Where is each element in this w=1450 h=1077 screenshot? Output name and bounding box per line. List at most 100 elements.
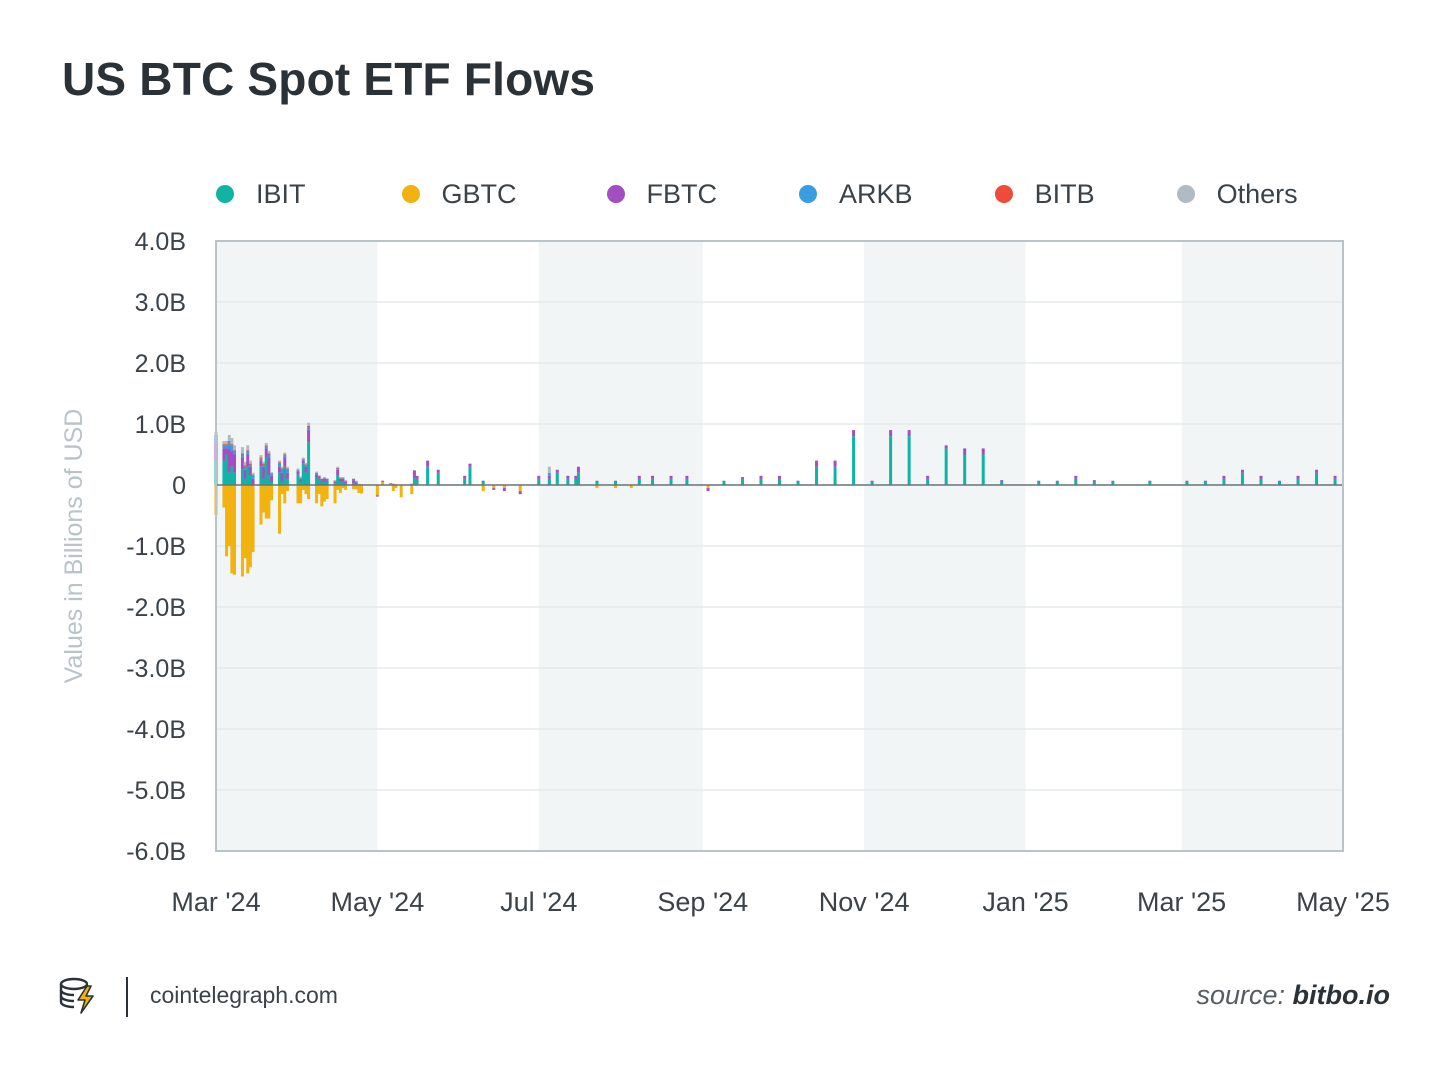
bar-segment-arkb [304, 464, 308, 467]
bar-segment-fbtc [338, 478, 342, 482]
bar-segment-others [233, 445, 237, 451]
bar-segment-gbtc [399, 485, 403, 498]
bar-segment-ibit [651, 478, 655, 485]
bar-segment-others [325, 478, 329, 479]
bar-segment-ibit [225, 454, 229, 485]
bar-segment-bitb [354, 481, 358, 482]
bar-segment-arkb [270, 474, 274, 476]
bar-segment-others [270, 472, 274, 474]
bar-segment-fbtc [246, 454, 250, 467]
bar-segment-others [259, 455, 263, 458]
bar-segment-ibit [907, 436, 911, 485]
bar-segment-gbtc [304, 485, 308, 495]
bar-segment-bitb [325, 478, 329, 480]
bar-segment-arkb [301, 459, 305, 461]
bar-segment-fbtc [1185, 480, 1189, 482]
bar-segment-ibit [778, 478, 781, 485]
bar-segment-ibit [436, 472, 440, 485]
legend-item-fbtc[interactable]: FBTC [606, 179, 717, 210]
bar-segment-bitb [315, 472, 319, 474]
bar-segment-arkb [267, 454, 271, 458]
bar-segment-ibit [412, 478, 416, 485]
bar-segment-fbtc [283, 457, 287, 467]
bar-segment-ibit [264, 457, 268, 485]
bar-segment-others [333, 480, 337, 481]
bar-segment-fbtc [926, 475, 930, 479]
bar-segment-bitb [264, 445, 268, 447]
bar-segment-gbtc [259, 485, 263, 525]
bar-segment-gbtc [336, 485, 340, 490]
bar-segment-gbtc [410, 485, 414, 495]
bar-segment-fbtc [502, 488, 506, 492]
y-tick-label: -5.0B [126, 777, 186, 805]
legend-item-gbtc[interactable]: GBTC [401, 179, 517, 210]
bar-segment-arkb [333, 481, 337, 482]
bar-segment-ibit [1111, 481, 1115, 485]
bar-segment-bitb [246, 450, 250, 452]
bar-segment-bitb [248, 463, 252, 465]
y-tick-label: 2.0B [135, 350, 186, 378]
bar-segment-fbtc [566, 475, 570, 479]
bar-segment-fbtc [1092, 480, 1096, 482]
bar-segment-gbtc [354, 485, 358, 490]
bar-segment-gbtc [502, 485, 506, 489]
legend-item-others[interactable]: Others [1176, 179, 1298, 210]
legend-item-bitb[interactable]: BITB [994, 179, 1095, 210]
bar-segment-bitb [301, 458, 305, 460]
bar-segment-fbtc [280, 472, 284, 482]
bar-segment-ibit [759, 478, 763, 485]
source-name[interactable]: bitbo.io [1292, 980, 1390, 1010]
bar-segment-gbtc [394, 485, 398, 489]
legend-item-arkb[interactable]: ARKB [799, 179, 913, 210]
bar-segment-ibit [926, 478, 930, 485]
bar-segment-ibit [1037, 481, 1041, 485]
bar-segment-bitb [344, 480, 348, 482]
bar-segment-fbtc [468, 463, 472, 467]
bar-segment-ibit [222, 460, 226, 485]
bar-segment-fbtc [815, 460, 819, 467]
bar-segment-bitb [233, 450, 237, 452]
bar-segment-gbtc [381, 481, 385, 485]
bar-segment-ibit [1240, 472, 1244, 485]
bar-segment-fbtc [333, 481, 337, 484]
bar-segment-ibit [852, 436, 856, 485]
bar-segment-arkb [317, 476, 321, 478]
bar-segment-others [304, 463, 308, 465]
bar-segment-gbtc [243, 485, 247, 559]
bar-segment-fbtc [778, 475, 781, 479]
bar-segment-fbtc [222, 448, 226, 461]
bar-segment-bitb [230, 444, 234, 446]
bar-segment-fbtc [481, 480, 485, 482]
footer-site[interactable]: cointelegraph.com [150, 982, 338, 1008]
bar-segment-others [320, 478, 324, 479]
bar-segment-ibit [555, 472, 559, 485]
bar-segment-ibit [336, 475, 340, 485]
bar-segment-gbtc [283, 485, 287, 504]
bar-segment-fbtc [685, 475, 689, 479]
bar-segment-ibit [248, 475, 252, 485]
bar-segment-gbtc [225, 485, 229, 557]
bar-segment-arkb [227, 442, 231, 449]
bar-segment-fbtc [267, 457, 271, 476]
bar-segment-ibit [963, 454, 967, 485]
bar-segment-others [547, 466, 551, 473]
y-axis-label: Values in Billions of USD [60, 409, 88, 684]
bar-segment-fbtc [1333, 475, 1337, 479]
x-tick-label: Jul '24 [500, 887, 577, 917]
bar-segment-fbtc [410, 483, 414, 485]
bar-segment-ibit [259, 466, 263, 485]
bar-segment-bitb [285, 468, 289, 470]
legend-item-ibit[interactable]: IBIT [216, 179, 306, 210]
bar-segment-fbtc [233, 454, 237, 473]
bar-segment-arkb [299, 478, 303, 480]
x-tick-label: May '25 [1296, 887, 1390, 917]
bar-segment-fbtc [240, 457, 244, 470]
bar-segment-ibit [889, 436, 893, 485]
bar-segment-gbtc [360, 485, 364, 494]
bar-segment-gbtc [317, 485, 321, 495]
bar-segment-arkb [344, 481, 348, 482]
bar-segment-others [230, 438, 234, 445]
bar-segment-bitb [280, 468, 284, 470]
bar-segment-fbtc [230, 451, 234, 467]
bar-segment-arkb [352, 479, 356, 481]
